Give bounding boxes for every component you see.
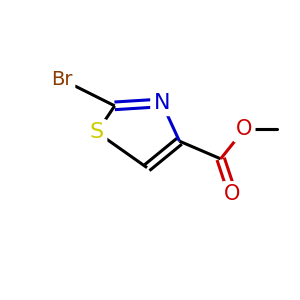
Text: O: O (224, 184, 241, 204)
Text: Br: Br (51, 70, 72, 89)
Text: O: O (236, 119, 252, 140)
Text: S: S (90, 122, 104, 142)
Text: N: N (154, 93, 170, 113)
